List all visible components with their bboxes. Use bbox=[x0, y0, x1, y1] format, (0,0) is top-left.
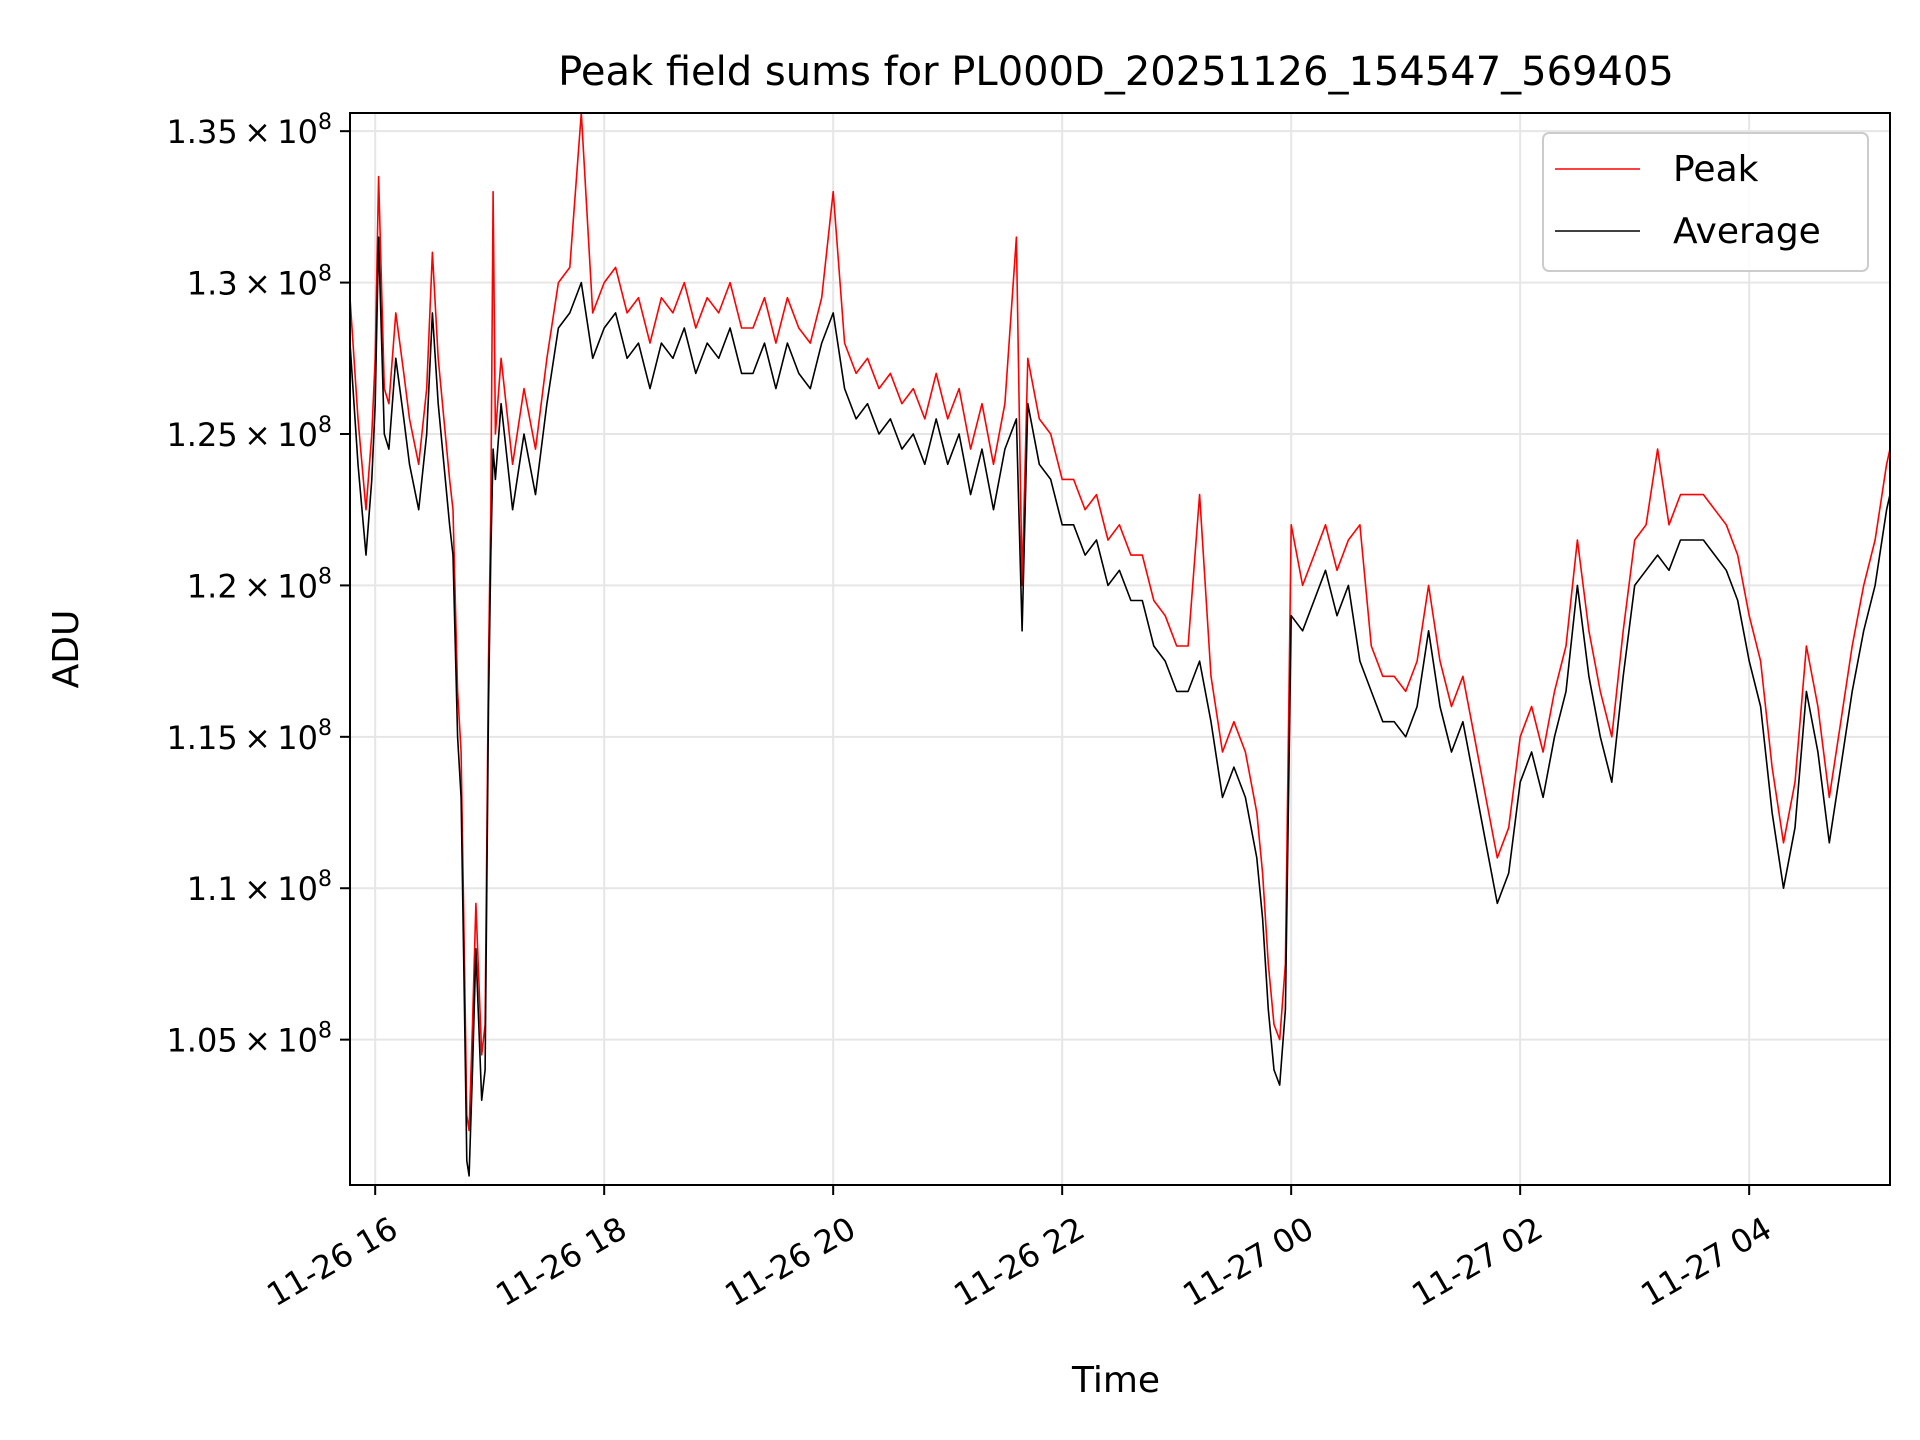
legend: Peak Average bbox=[1542, 132, 1869, 272]
legend-label-average: Average bbox=[1673, 211, 1821, 252]
y-tick-times: × bbox=[238, 265, 278, 303]
y-tick-label: 1.05 × 108 bbox=[166, 1019, 332, 1060]
y-tick-label: 1.25 × 108 bbox=[166, 413, 332, 454]
y-tick-mantissa: 1.05 bbox=[166, 1022, 237, 1060]
grid bbox=[350, 113, 1890, 1185]
y-tick-exponent: 8 bbox=[318, 262, 332, 287]
y-tick-base: 10 bbox=[277, 870, 318, 908]
legend-label-peak: Peak bbox=[1673, 149, 1759, 190]
series-layer bbox=[350, 113, 1890, 1177]
x-axis-label: Time bbox=[1071, 1360, 1160, 1401]
legend-box bbox=[1542, 132, 1869, 272]
y-tick-mantissa: 1.35 bbox=[166, 113, 237, 151]
y-tick-base: 10 bbox=[277, 265, 318, 303]
y-axis-label: ADU bbox=[46, 610, 87, 689]
y-tick-exponent: 8 bbox=[318, 716, 332, 741]
y-tick-base: 10 bbox=[277, 113, 318, 151]
y-tick-base: 10 bbox=[277, 567, 318, 605]
y-tick-label: 1.3 × 108 bbox=[187, 262, 332, 303]
y-tick-label: 1.35 × 108 bbox=[166, 110, 332, 151]
y-tick-mantissa: 1.3 bbox=[187, 265, 238, 303]
y-tick-times: × bbox=[238, 719, 278, 757]
y-tick-times: × bbox=[238, 1022, 278, 1060]
chart-title: Peak field sums for PL000D_20251126_1545… bbox=[558, 49, 1674, 95]
y-tick-times: × bbox=[238, 567, 278, 605]
y-tick-exponent: 8 bbox=[318, 867, 332, 892]
y-tick-base: 10 bbox=[277, 416, 318, 454]
plot-frame bbox=[349, 112, 1891, 1186]
y-tick-label: 1.2 × 108 bbox=[187, 564, 332, 605]
series-line-average bbox=[350, 236, 1890, 1177]
y-tick-exponent: 8 bbox=[318, 1019, 332, 1044]
y-tick-times: × bbox=[238, 870, 278, 908]
y-tick-times: × bbox=[238, 416, 278, 454]
y-tick-mantissa: 1.1 bbox=[187, 870, 238, 908]
y-tick-times: × bbox=[238, 113, 278, 151]
y-tick-base: 10 bbox=[277, 1022, 318, 1060]
y-tick-mantissa: 1.15 bbox=[166, 719, 237, 757]
y-tick-exponent: 8 bbox=[318, 564, 332, 589]
y-tick-mantissa: 1.25 bbox=[166, 416, 237, 454]
y-tick-label: 1.1 × 108 bbox=[187, 867, 332, 908]
y-tick-exponent: 8 bbox=[318, 413, 332, 438]
series-line-peak bbox=[350, 113, 1890, 1132]
y-tick-exponent: 8 bbox=[318, 110, 332, 135]
y-tick-base: 10 bbox=[277, 719, 318, 757]
y-tick-label: 1.15 × 108 bbox=[166, 716, 332, 757]
y-tick-mantissa: 1.2 bbox=[187, 567, 238, 605]
